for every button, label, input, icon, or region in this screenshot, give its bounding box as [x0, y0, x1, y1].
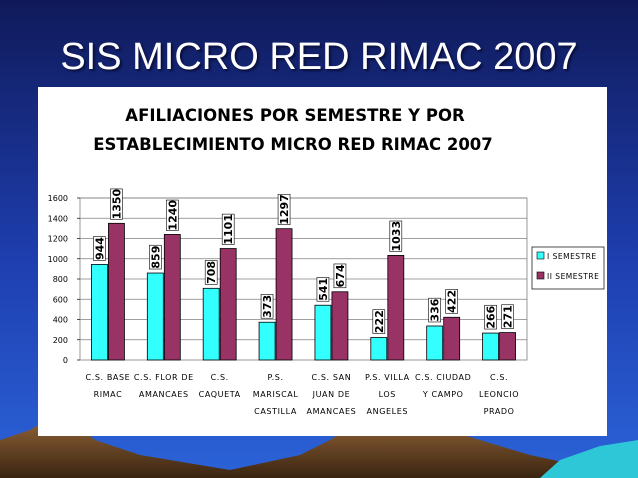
x-tick-label: C.S. BASE [86, 373, 131, 382]
bar-sem1 [482, 332, 499, 361]
x-tick-label: MARISCAL [253, 390, 299, 399]
x-tick-label: P.S. [267, 373, 283, 382]
data-label-box [260, 294, 274, 319]
data-label-box [316, 277, 330, 302]
data-label: 271 [502, 305, 515, 328]
bar-sem2 [108, 222, 125, 361]
legend-swatch [536, 271, 545, 280]
x-tick-label: C.S. SAN [312, 373, 352, 382]
data-label-box [221, 213, 235, 245]
x-tick-label: LOS [379, 390, 396, 399]
chart-panel: AFILIACIONES POR SEMESTRE Y POR ESTABLECI… [38, 87, 607, 436]
x-tick-label: C.S. [490, 373, 508, 382]
data-label: 336 [429, 298, 442, 321]
bar-chart: AFILIACIONES POR SEMESTRE Y POR ESTABLECI… [48, 106, 605, 416]
data-label: 708 [205, 261, 218, 284]
data-label: 944 [93, 237, 106, 260]
x-tick-label: CASTILLA [254, 407, 297, 416]
bar-sem1 [370, 337, 388, 361]
bar-sem2 [331, 291, 349, 361]
chart-title-line2: ESTABLECIMIENTO MICRO RED RIMAC 2007 [93, 135, 493, 154]
bar-sem1 [314, 304, 332, 361]
x-tick-label: JUAN DE [312, 390, 351, 399]
data-label: 859 [149, 246, 162, 269]
bar-sem1 [426, 325, 444, 361]
data-label-box [484, 304, 497, 330]
y-tick-label: 1400 [48, 214, 68, 223]
data-label: 222 [373, 310, 386, 333]
bar-sem2 [443, 316, 461, 361]
x-tick-label: Y CAMPO [422, 390, 464, 399]
x-tick-label: CAQUETA [199, 390, 241, 399]
legend-swatch [536, 251, 545, 260]
bar-sem1 [91, 264, 108, 361]
data-label-box [372, 309, 386, 334]
x-tick-label: PRADO [484, 407, 515, 416]
data-label-box [110, 188, 123, 220]
y-tick-label: 600 [53, 295, 68, 304]
data-label: 266 [485, 305, 498, 328]
bar-sem2 [499, 332, 516, 361]
x-tick-label: C.S. FLOR DE [134, 373, 194, 382]
y-tick-label: 800 [53, 275, 68, 284]
bar-sem2 [163, 234, 181, 361]
x-tick-label: LEONCIO [479, 390, 519, 399]
data-label: 1350 [110, 188, 123, 219]
data-label-box [93, 236, 106, 261]
data-label-box [501, 304, 514, 329]
slide-title: SIS MICRO RED RIMAC 2007 [60, 36, 578, 78]
y-tick-label: 1200 [48, 235, 68, 244]
y-tick-label: 1600 [48, 194, 68, 203]
bar-sem2 [219, 248, 237, 361]
y-tick-label: 400 [53, 316, 68, 325]
data-label: 541 [317, 278, 330, 301]
data-label-box [166, 199, 179, 231]
data-label: 1240 [166, 200, 179, 231]
x-tick-label: ANGELES [367, 407, 409, 416]
x-tick-label: C.S. CIUDAD [415, 373, 471, 382]
bar-sem1 [146, 272, 164, 361]
x-tick-label: RIMAC [94, 390, 123, 399]
x-tick-label: C.S. [211, 373, 229, 382]
x-tick-label: AMANCAES [139, 390, 189, 399]
bar-sem1 [202, 287, 220, 361]
data-label-box [333, 263, 347, 289]
bar-sem2 [387, 255, 405, 361]
bar-sem2 [275, 228, 293, 361]
data-label-box [428, 297, 441, 323]
data-label-box [277, 193, 291, 225]
data-label: 373 [261, 295, 274, 318]
mountain-shape [0, 412, 638, 478]
data-label: 422 [446, 290, 459, 313]
data-label: 1033 [390, 221, 403, 252]
x-tick-label: P.S. VILLA [365, 373, 410, 382]
water-shape [540, 440, 638, 478]
data-label: 1101 [222, 214, 235, 245]
data-label-box [445, 289, 458, 314]
legend-label: I SEMESTRE [547, 252, 597, 261]
data-label-box [149, 244, 162, 270]
chart-title-line1: AFILIACIONES POR SEMESTRE Y POR [125, 106, 465, 125]
bar-sem1 [258, 321, 276, 361]
data-label-box [204, 260, 218, 285]
y-tick-label: 1000 [48, 255, 68, 264]
x-tick-label: AMANCAES [307, 407, 357, 416]
y-tick-label: 200 [53, 336, 68, 345]
data-label-box [389, 220, 403, 252]
data-label: 1297 [278, 194, 291, 225]
y-tick-label: 0 [63, 356, 68, 365]
legend-label: II SEMESTRE [547, 272, 599, 281]
data-label: 674 [334, 264, 347, 287]
